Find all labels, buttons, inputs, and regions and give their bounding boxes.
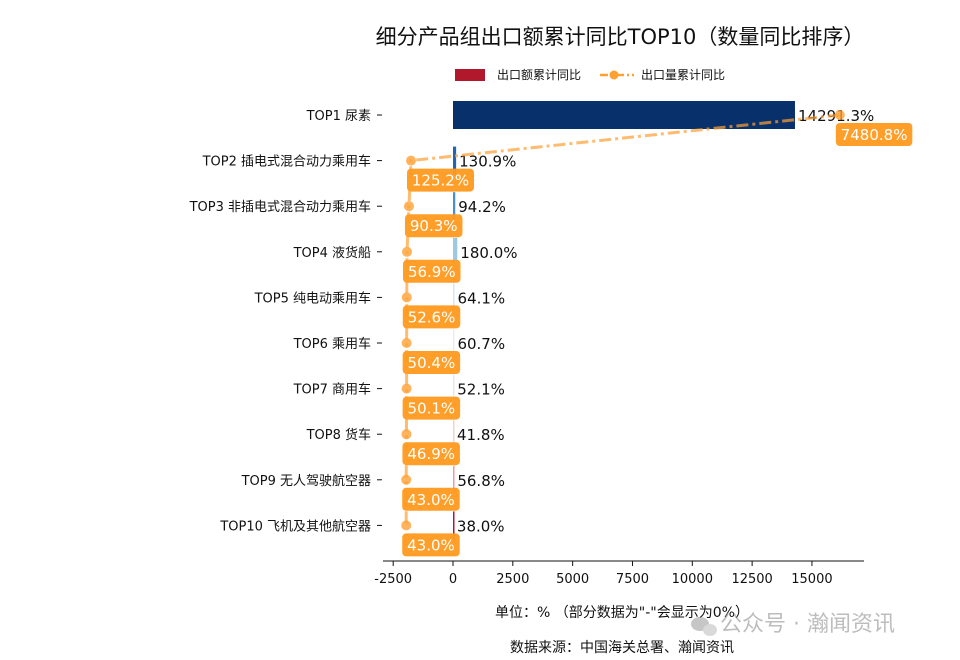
bar-value-label: 94.2%: [458, 198, 506, 216]
line-value-label: 50.4%: [408, 354, 456, 372]
line-point: [834, 110, 845, 120]
bar: [453, 283, 455, 312]
line-point: [401, 338, 412, 348]
x-tick-label: 5000: [556, 572, 589, 587]
bar: [453, 237, 458, 266]
line-point: [401, 429, 412, 440]
line-value-badge: [403, 259, 461, 283]
line-point: [401, 292, 412, 303]
x-tick-label: -2500: [374, 572, 412, 587]
x-tick-label: 0: [449, 572, 457, 587]
line-value-badge: [835, 123, 913, 146]
bar: [453, 192, 456, 221]
legend: 出口额累计同比 出口量累计同比: [455, 68, 725, 82]
y-tick-label: TOP6 乘用车: [293, 336, 371, 352]
legend-label-bar: 出口额累计同比: [497, 68, 581, 82]
line-value-badge: [404, 214, 463, 238]
line-value-badge: [402, 487, 460, 511]
bar-value-label: 41.8%: [457, 426, 505, 444]
line-value-label: 50.1%: [408, 400, 456, 418]
bar-value-label: 52.1%: [457, 381, 505, 399]
bar-value-label: 56.8%: [457, 472, 505, 490]
bar: [453, 420, 455, 449]
line-value-badge: [402, 396, 461, 420]
line-value-label: 7480.8%: [841, 126, 908, 144]
line-point: [402, 246, 413, 257]
bar-value-label: 180.0%: [460, 244, 517, 262]
bar: [453, 511, 455, 540]
y-tick-label: TOP1 尿素: [306, 109, 371, 124]
legend-swatch-bar: [455, 69, 485, 81]
x-tick-label: 2500: [496, 572, 529, 587]
legend-marker: [609, 70, 619, 80]
wechat-icon-small: [703, 624, 717, 636]
bar: [453, 374, 455, 403]
y-tick-label: TOP7 商用车: [293, 382, 371, 398]
watermark: 公众号 · 瀚闻资讯: [691, 612, 895, 637]
line-value-label: 43.0%: [407, 536, 455, 554]
y-tick-label: TOP4 液货船: [293, 245, 371, 261]
line-point: [401, 474, 412, 485]
x-tick-label: 10000: [672, 572, 713, 587]
line-point: [403, 201, 414, 212]
y-tick-label: TOP10 飞机及其他航空器: [219, 518, 371, 534]
line-point: [401, 520, 412, 531]
bar-value-label: 60.7%: [457, 335, 505, 353]
watermark-text: 公众号 · 瀚闻资讯: [720, 612, 895, 637]
line-value-label: 52.6%: [408, 308, 456, 326]
chart-title: 细分产品组出口额累计同比TOP10（数量同比排序）: [376, 25, 865, 49]
line-value-badge: [406, 168, 474, 192]
x-tick-label: 12500: [731, 572, 772, 587]
line-value-badge: [402, 305, 461, 329]
source-note: 数据来源：中国海关总署、瀚闻资讯: [510, 640, 734, 656]
bar: [453, 329, 455, 357]
y-tick-label: TOP2 插电式混合动力乘用车: [202, 154, 371, 170]
line-value-label: 43.0%: [407, 491, 455, 509]
bar: [453, 465, 455, 494]
x-tick-label: 15000: [791, 572, 832, 587]
y-tick-label: TOP9 无人驾驶航空器: [241, 473, 371, 489]
line-value-label: 46.9%: [407, 445, 455, 463]
line-value-label: 90.3%: [410, 217, 458, 235]
line-value-badge: [402, 442, 460, 466]
x-tick-label: 7500: [616, 572, 649, 587]
line-value-badge: [402, 351, 461, 374]
bar-value-label: 38.0%: [457, 517, 505, 535]
line-point: [401, 383, 412, 394]
y-tick-label: TOP3 非插电式混合动力乘用车: [189, 199, 371, 215]
x-axis-label: 单位：% （部分数据为"-"会显示为0%）: [495, 605, 749, 621]
bar-value-label: 64.1%: [458, 289, 506, 307]
line-point: [405, 155, 416, 166]
line-value-label: 56.9%: [408, 263, 456, 281]
line-value-badge: [402, 533, 460, 557]
y-tick-label: TOP5 纯电动乘用车: [254, 290, 371, 306]
bar: [453, 146, 457, 175]
bar-value-label: 130.9%: [459, 153, 516, 171]
line-value-label: 125.2%: [412, 172, 469, 190]
legend-label-line: 出口量累计同比: [641, 68, 725, 82]
y-tick-label: TOP8 货车: [306, 427, 371, 443]
